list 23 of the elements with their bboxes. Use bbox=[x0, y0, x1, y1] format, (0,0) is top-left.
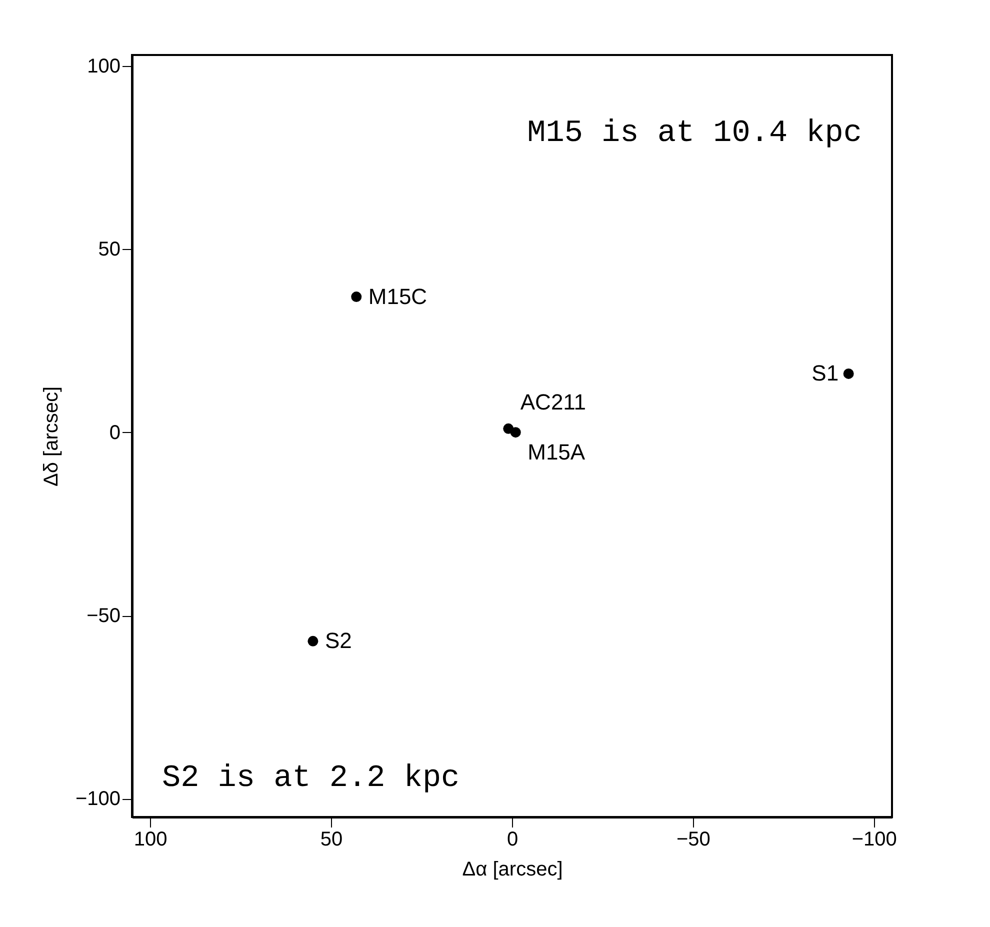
y-tick-label: 0 bbox=[109, 422, 120, 444]
point bbox=[308, 636, 318, 646]
annotation: M15 is at 10.4 kpc bbox=[527, 116, 862, 151]
y-axis-title: Δδ [arcsec] bbox=[40, 386, 62, 487]
annotation: M15A bbox=[528, 439, 586, 464]
x-axis-title: Δα [arcsec] bbox=[462, 858, 563, 880]
y-tick-label: 50 bbox=[98, 238, 120, 261]
x-tick-label: −100 bbox=[852, 828, 897, 850]
x-tick-label: −50 bbox=[676, 828, 710, 850]
x-tick-label: 50 bbox=[320, 828, 343, 850]
y-tick-label: 100 bbox=[87, 55, 120, 78]
point bbox=[843, 368, 854, 379]
annotation: S1 bbox=[812, 360, 839, 386]
annotation: AC211 bbox=[520, 390, 586, 415]
point bbox=[351, 292, 362, 302]
y-tick-label: −50 bbox=[86, 605, 120, 628]
annotation: S2 bbox=[324, 628, 352, 654]
y-tick-label: −100 bbox=[75, 788, 120, 810]
x-tick-label: 0 bbox=[506, 828, 518, 850]
annotation: M15C bbox=[368, 284, 428, 309]
x-tick-label: 100 bbox=[134, 828, 168, 850]
annotation: S2 is at 2.2 kpc bbox=[162, 761, 460, 796]
point bbox=[510, 427, 521, 438]
